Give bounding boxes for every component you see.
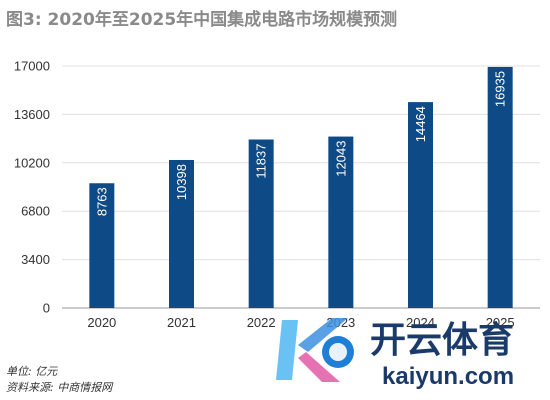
bar-2025 <box>487 66 513 308</box>
y-tick-label: 13600 <box>14 107 50 122</box>
x-tick-label: 2020 <box>87 315 116 330</box>
bar-2022 <box>248 139 274 308</box>
value-label: 12043 <box>333 141 348 177</box>
value-label: 14464 <box>413 106 428 142</box>
y-tick-label: 10200 <box>14 155 50 170</box>
y-tick-label: 3400 <box>21 252 50 267</box>
x-tick-label: 2022 <box>247 315 276 330</box>
source-note: 资料来源: 中商情报网 <box>6 381 113 394</box>
y-tick-label: 6800 <box>21 204 50 219</box>
y-tick-label: 17000 <box>14 59 50 74</box>
chart-title: 图3: 2020年至2025年中国集成电路市场规模预测 <box>6 10 398 30</box>
bar-2020 <box>89 183 115 308</box>
value-label: 8763 <box>94 187 109 216</box>
value-label: 11837 <box>254 143 269 178</box>
y-axis: 0 3400 6800 10200 13600 17000 <box>14 59 50 316</box>
value-label: 16935 <box>493 71 508 107</box>
watermark-site: kaiyun.com <box>382 363 514 390</box>
value-label: 10398 <box>174 164 189 200</box>
k-logo-icon <box>276 318 354 382</box>
x-tick-label: 2025 <box>486 315 515 330</box>
kaiyun-watermark-logo: 开云体育 kaiyun.com <box>276 318 514 390</box>
y-tick-label: 0 <box>43 301 50 316</box>
x-tick-label: 2024 <box>406 315 435 330</box>
bars: 8763 10398 11837 12043 14464 16935 <box>89 66 513 308</box>
bar-2023 <box>328 136 354 308</box>
x-tick-label: 2021 <box>167 315 196 330</box>
unit-note: 单位: 亿元 <box>6 365 58 378</box>
watermark-brand: 开云体育 <box>370 319 514 360</box>
grid-lines <box>62 65 540 309</box>
bar-2021 <box>169 159 194 308</box>
bar-2024 <box>408 102 433 308</box>
